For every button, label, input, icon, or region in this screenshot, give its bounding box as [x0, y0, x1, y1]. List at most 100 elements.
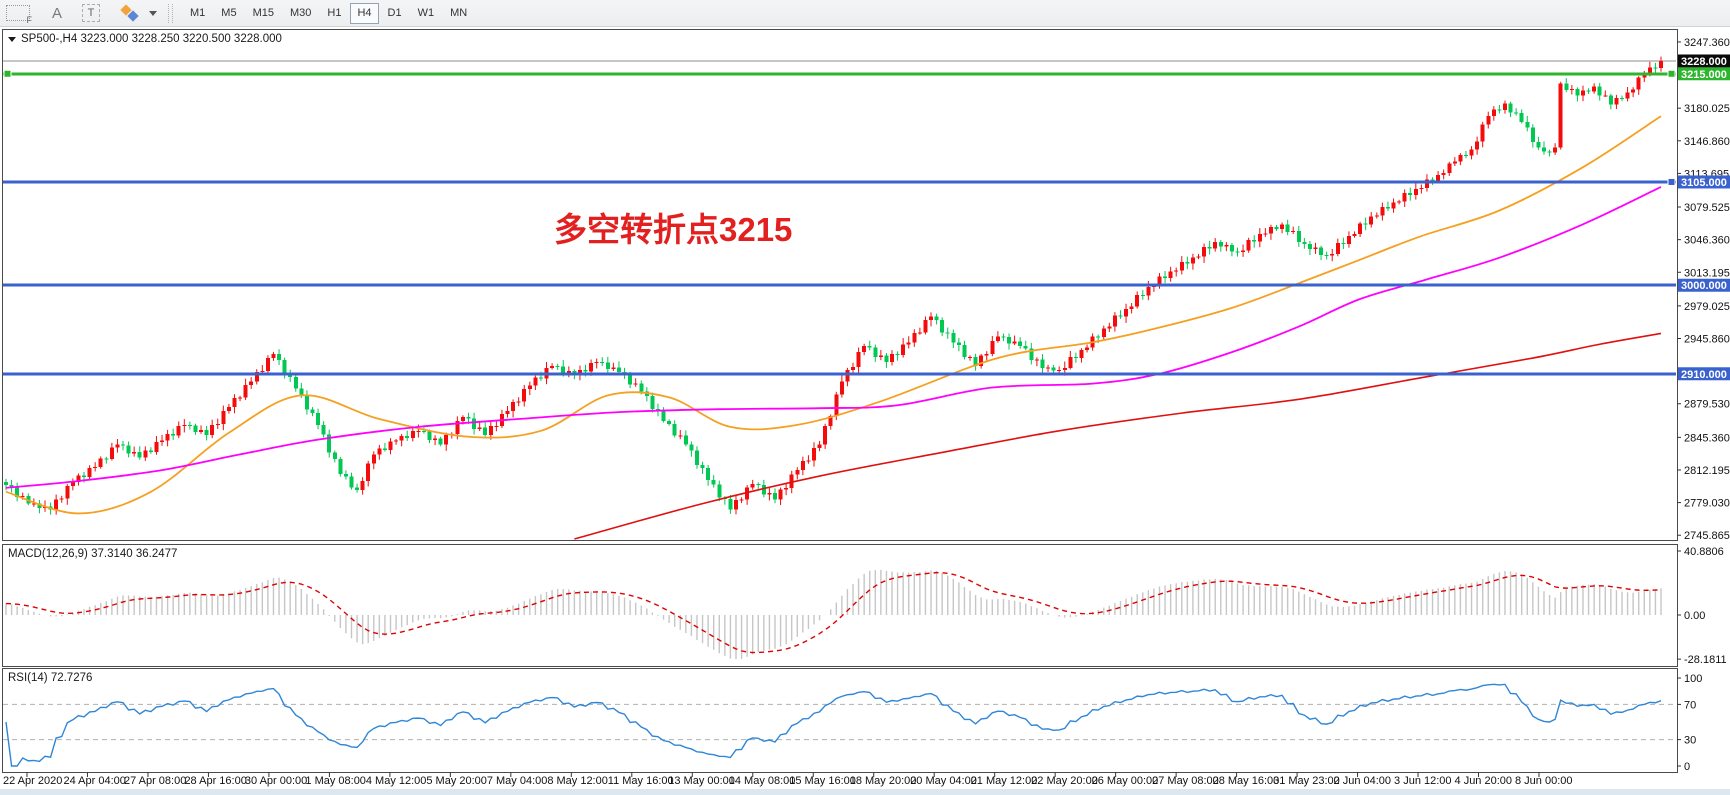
- candle-down: [1118, 315, 1123, 317]
- time-axis-label: 14 May 08:00: [729, 775, 796, 787]
- candle-up: [154, 441, 159, 452]
- rsi-line: [5, 683, 1662, 767]
- candle-up: [750, 483, 755, 488]
- tf-button-h1[interactable]: H1: [320, 3, 348, 24]
- tf-button-m30[interactable]: M30: [283, 3, 318, 24]
- candle-down: [466, 417, 471, 419]
- shapes-icon[interactable]: [120, 3, 142, 22]
- candle-down: [616, 367, 621, 372]
- time-axis-label: 27 Apr 08:00: [124, 775, 186, 787]
- candle-up: [444, 434, 449, 445]
- candle-up: [533, 377, 538, 386]
- timeframe-button-group: M1 M5 M15 M30 H1 H4 D1 W1 MN: [182, 2, 475, 24]
- candle-up: [1179, 262, 1184, 271]
- candle-up: [767, 492, 772, 495]
- candle-down: [277, 354, 282, 360]
- candle-up: [1057, 369, 1062, 371]
- candle-down: [538, 377, 543, 379]
- candle-up: [1352, 234, 1357, 237]
- candle-up: [254, 371, 259, 382]
- candle-down: [1252, 240, 1257, 242]
- candle-up: [1202, 247, 1207, 257]
- tf-button-d1[interactable]: D1: [381, 3, 409, 24]
- candle-down: [1508, 103, 1513, 113]
- candle-down: [438, 438, 443, 445]
- candle-down: [1040, 359, 1045, 368]
- tf-button-m1[interactable]: M1: [183, 3, 212, 24]
- candle-down: [1564, 83, 1569, 90]
- chart-menu-arrow-icon[interactable]: [8, 37, 16, 42]
- hline-handle-left[interactable]: [3, 69, 12, 78]
- macd-panel-frame: [2, 544, 1678, 667]
- time-axis-label: 30 Apr 00:00: [245, 775, 307, 787]
- candle-down: [1408, 193, 1413, 195]
- candle-down: [1341, 242, 1346, 244]
- price-tag: [1678, 54, 1730, 68]
- price-tag: [1678, 367, 1730, 381]
- time-axis-label: 24 Apr 04:00: [63, 775, 125, 787]
- candle-down: [711, 480, 716, 485]
- candle-down: [717, 484, 722, 498]
- price-tag-label: 2910.000: [1681, 369, 1727, 381]
- candle-up: [1397, 201, 1402, 203]
- candle-up: [923, 320, 928, 333]
- text-box-icon[interactable]: T: [82, 4, 101, 22]
- candle-down: [1140, 295, 1145, 297]
- candle-down: [1307, 243, 1312, 250]
- price-tick-label: 2745.865: [1684, 530, 1730, 542]
- hline-objects-layer: [3, 69, 1676, 376]
- price-tag: [1678, 175, 1730, 189]
- tf-button-m5[interactable]: M5: [214, 3, 243, 24]
- macd-axis-label: 40.8806: [1684, 546, 1724, 558]
- template-frame-icon[interactable]: F: [6, 5, 32, 25]
- candle-down: [772, 492, 777, 500]
- candle-down: [1430, 179, 1435, 182]
- candle-down: [895, 354, 900, 356]
- candle-up: [1374, 215, 1379, 217]
- candle-down: [1536, 141, 1541, 148]
- candle-up: [862, 346, 867, 353]
- tf-button-mn[interactable]: MN: [443, 3, 474, 24]
- candle-up: [93, 467, 98, 469]
- candle-up: [633, 383, 638, 385]
- candle-down: [1324, 255, 1329, 257]
- candle-up: [1625, 92, 1630, 99]
- candle-down: [1597, 86, 1602, 96]
- text-label-icon[interactable]: A: [52, 4, 63, 22]
- time-axis-label: 18 May 20:00: [850, 775, 917, 787]
- candle-up: [1129, 306, 1134, 309]
- candle-up: [1046, 367, 1051, 369]
- macd-axis-label: -28.1811: [1684, 654, 1727, 666]
- candle-up: [265, 358, 270, 371]
- candle-up: [238, 397, 243, 399]
- tf-button-w1[interactable]: W1: [411, 3, 442, 24]
- tf-button-h4[interactable]: H4: [350, 2, 379, 24]
- candle-down: [700, 465, 705, 469]
- time-axis-label: 3 Jun 12:00: [1394, 775, 1452, 787]
- candle-down: [962, 345, 967, 358]
- pivot-annotation-text[interactable]: 多空转折点3215: [554, 211, 792, 248]
- shapes-dropdown-caret-icon[interactable]: [149, 10, 158, 16]
- candle-up: [1224, 244, 1229, 247]
- candle-up: [1246, 240, 1251, 251]
- candle-up: [1636, 77, 1641, 90]
- candle-down: [1207, 247, 1212, 249]
- candle-up: [399, 436, 404, 441]
- time-axis-label: 8 May 12:00: [547, 775, 608, 787]
- candle-up: [1380, 206, 1385, 216]
- tf-button-m15[interactable]: M15: [246, 3, 281, 24]
- candle-down: [951, 332, 956, 343]
- candle-up: [1458, 155, 1463, 162]
- candle-down: [940, 320, 945, 333]
- candle-up: [968, 357, 973, 359]
- candle-up: [132, 451, 137, 454]
- candle-down: [310, 409, 315, 413]
- hline-handle-right[interactable]: [1667, 69, 1676, 78]
- rsi-label: RSI(14) 72.7276: [8, 672, 92, 684]
- candle-down: [1001, 336, 1006, 338]
- candle-down: [421, 430, 426, 432]
- hline-handle-right[interactable]: [1667, 177, 1676, 186]
- candle-down: [9, 484, 14, 487]
- price-tick-label: 3247.360: [1684, 37, 1730, 49]
- candle-up: [1603, 95, 1608, 97]
